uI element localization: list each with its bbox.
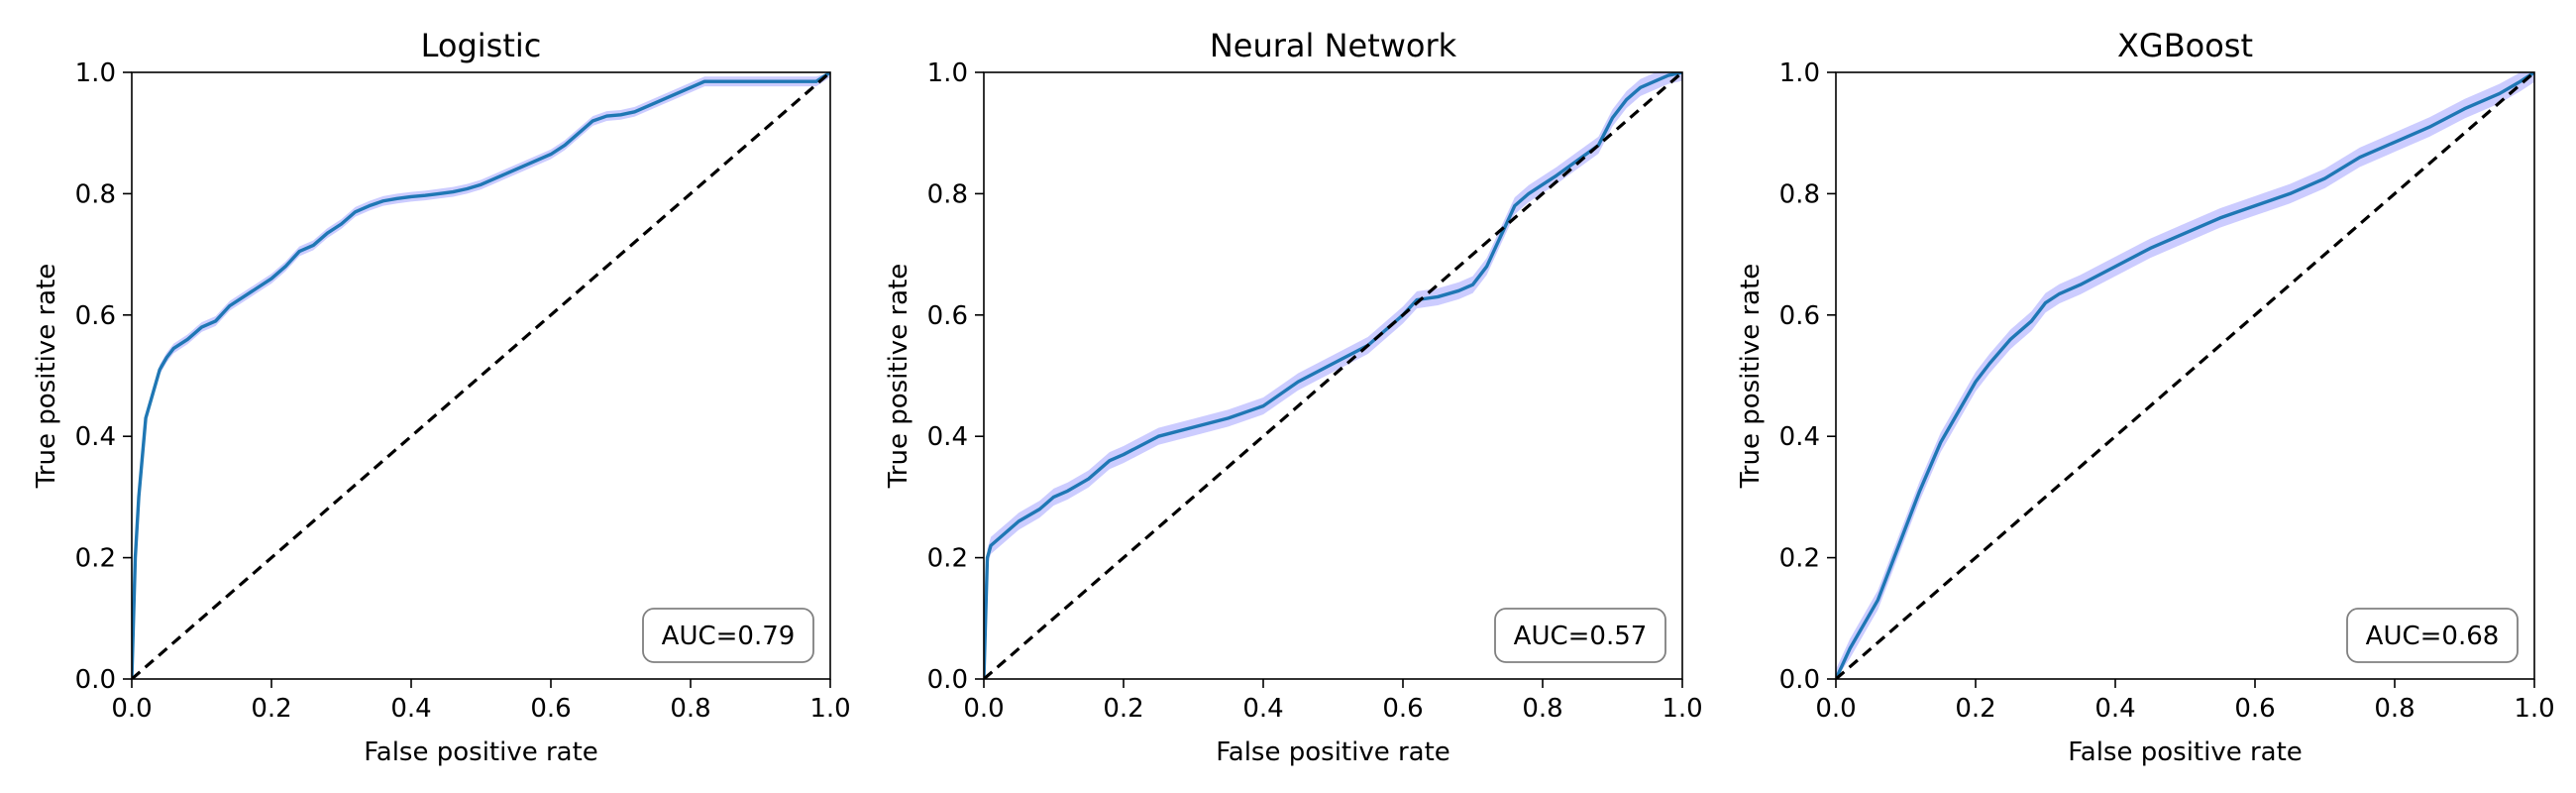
y-tick-label: 0.0 <box>75 665 116 695</box>
y-tick-label: 1.0 <box>927 58 968 88</box>
y-tick-label: 1.0 <box>1779 58 1820 88</box>
y-tick-label: 0.4 <box>927 422 968 452</box>
roc-confidence-band <box>1836 72 2534 679</box>
y-axis-label: True positive rate <box>32 264 61 490</box>
plot-area <box>132 72 830 679</box>
y-axis-label: True positive rate <box>1736 264 1766 490</box>
roc-curve-line <box>132 72 830 679</box>
y-tick-label: 0.4 <box>1779 422 1820 452</box>
x-tick-label: 0.6 <box>1382 694 1423 724</box>
roc-panel-2: Neural Network 0.0 0.2 0.4 0.6 0.8 1.0 0.0 0.2 0.… <box>884 27 1703 767</box>
x-tick-label: 0.8 <box>670 694 710 724</box>
chance-diagonal-line <box>132 72 830 679</box>
roc-curve-line <box>1836 72 2534 679</box>
chance-diagonal-line <box>1836 72 2534 679</box>
x-axis-label: False positive rate <box>1216 737 1450 767</box>
x-tick-label: 0.0 <box>1815 694 1856 724</box>
y-tick-label: 0.2 <box>927 544 968 574</box>
y-tick-label: 0.0 <box>927 665 968 695</box>
x-tick-label: 0.2 <box>251 694 291 724</box>
x-tick-label: 0.0 <box>963 694 1004 724</box>
chance-diagonal-line <box>984 72 1682 679</box>
roc-panel-3: XGBoost 0.0 0.2 0.4 0.6 0.8 1.0 0.0 0.2 0.4 0.6 0.8… <box>1736 27 2555 767</box>
x-tick-label: 0.2 <box>1103 694 1143 724</box>
y-tick-label: 0.6 <box>927 301 968 331</box>
x-tick-label: 0.4 <box>1242 694 1283 724</box>
panel-title: Logistic <box>421 27 542 64</box>
y-tick-label: 0.6 <box>75 301 116 331</box>
x-tick-label: 1.0 <box>1662 694 1702 724</box>
auc-annotation-text: AUC=0.57 <box>1514 622 1648 651</box>
x-tick-label: 1.0 <box>2514 694 2554 724</box>
y-tick-label: 0.2 <box>75 544 116 574</box>
y-tick-label: 0.6 <box>1779 301 1820 331</box>
y-tick-label: 1.0 <box>75 58 116 88</box>
panel-title: XGBoost <box>2117 27 2253 64</box>
x-axis-label: False positive rate <box>364 737 598 767</box>
x-axis-label: False positive rate <box>2068 737 2303 767</box>
auc-annotation-box <box>1494 608 1666 663</box>
x-tick-label: 0.6 <box>2234 694 2275 724</box>
panel-title: Neural Network <box>1210 27 1457 64</box>
y-tick-label: 0.8 <box>1779 179 1820 209</box>
y-tick-label: 0.8 <box>927 179 968 209</box>
x-tick-label: 0.4 <box>390 694 431 724</box>
auc-annotation-text: AUC=0.68 <box>2366 622 2500 651</box>
y-tick-label: 0.8 <box>75 179 116 209</box>
x-tick-label: 0.8 <box>2374 694 2415 724</box>
axes-frame <box>1835 71 2535 680</box>
plot-area <box>1836 72 2534 679</box>
axes-frame <box>983 71 1683 680</box>
auc-annotation-box <box>642 608 814 663</box>
y-axis-label: True positive rate <box>884 264 913 490</box>
roc-panel-1: Logistic 0.0 0.2 0.4 0.6 0.8 1.0 0.0 0.2 0.4 0.6 0.… <box>32 27 851 767</box>
x-tick-label: 0.4 <box>2094 694 2135 724</box>
plot-area <box>984 72 1682 679</box>
auc-annotation-text: AUC=0.79 <box>662 622 796 651</box>
x-tick-label: 0.6 <box>530 694 571 724</box>
y-tick-label: 0.0 <box>1779 665 1820 695</box>
x-tick-label: 0.0 <box>111 694 152 724</box>
y-tick-label: 0.4 <box>75 422 116 452</box>
x-tick-label: 0.8 <box>1522 694 1562 724</box>
x-tick-label: 1.0 <box>809 694 850 724</box>
axes-frame <box>131 71 831 680</box>
auc-annotation-box <box>2346 608 2519 663</box>
y-tick-label: 0.2 <box>1779 544 1820 574</box>
x-tick-label: 0.2 <box>1955 694 1995 724</box>
